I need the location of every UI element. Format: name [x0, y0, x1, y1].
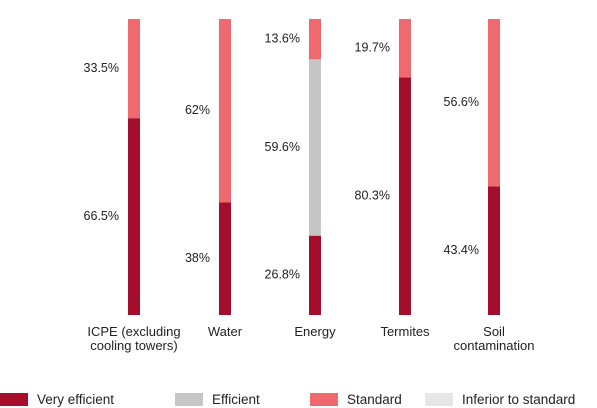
- legend-swatch: [425, 393, 453, 406]
- legend-swatch: [0, 393, 28, 406]
- data-label: 26.8%: [265, 268, 300, 282]
- bar-segment: [399, 19, 411, 78]
- bar-segment: [309, 235, 321, 315]
- data-label: 59.6%: [265, 140, 300, 154]
- data-label: 62%: [185, 103, 210, 117]
- legend-label: Efficient: [212, 392, 260, 407]
- data-label: 43.4%: [444, 243, 479, 257]
- legend-swatch: [175, 393, 203, 406]
- bar-segment: [128, 118, 140, 315]
- legend: Very efficient Efficient Standard Inferior …: [0, 392, 597, 408]
- x-tick-label: ICPE (excluding cooling towers): [87, 324, 181, 353]
- data-label: 33.5%: [84, 61, 119, 75]
- data-label: 38%: [185, 251, 210, 265]
- data-label: 13.6%: [265, 31, 300, 45]
- data-label: 19.7%: [355, 40, 390, 54]
- data-label: 56.6%: [444, 95, 479, 109]
- legend-item: Standard: [310, 392, 402, 407]
- bar-segment: [399, 77, 411, 315]
- bar-segment: [488, 186, 500, 315]
- legend-item: Efficient: [175, 392, 260, 407]
- legend-label: Very efficient: [37, 392, 115, 407]
- x-tick-label: Water: [207, 324, 243, 339]
- bar-segment: [219, 19, 231, 203]
- data-label: 66.5%: [84, 209, 119, 223]
- legend-item: Inferior to standard: [425, 392, 575, 407]
- data-label: 80.3%: [355, 188, 390, 202]
- plot-area: 66.5% 33.5% 38% 62% 26.8% 59.6% 13.6% 80.3% 19.7…: [84, 19, 500, 315]
- bar-segment: [309, 19, 321, 60]
- legend-label: Inferior to standard: [462, 392, 576, 407]
- bar-segment: [219, 202, 231, 315]
- bar-segment: [128, 19, 140, 119]
- legend-swatch: [310, 393, 338, 406]
- legend-label: Standard: [347, 392, 402, 407]
- bar-segment: [488, 19, 500, 187]
- bar-segment: [309, 59, 321, 236]
- x-tick-label: Energy: [294, 324, 336, 339]
- x-tick-label: Soil contamination: [453, 324, 535, 353]
- legend-item: Very efficient: [0, 392, 114, 407]
- x-tick-label: Termites: [380, 324, 430, 339]
